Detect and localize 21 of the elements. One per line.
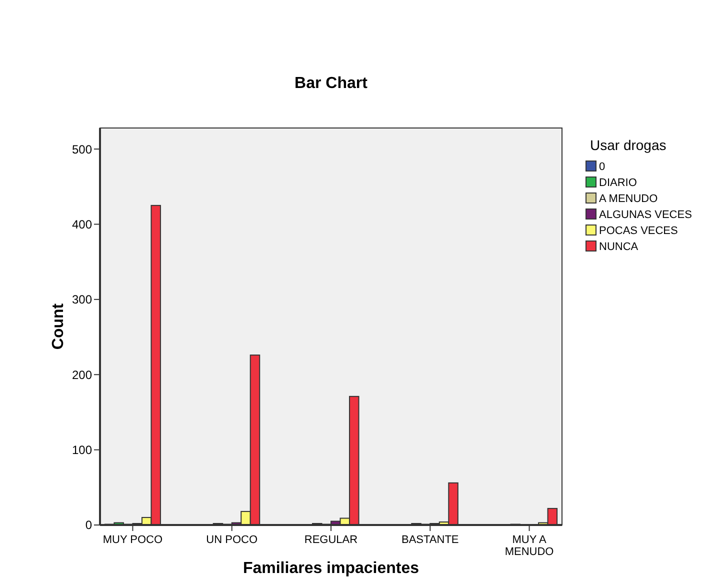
y-axis-title: Count [50, 302, 67, 350]
x-tick-label: UN POCO [206, 534, 258, 546]
y-tick-label: 100 [72, 443, 92, 458]
x-tick-label: BASTANTE [402, 534, 459, 546]
legend-label: A MENUDO [599, 193, 658, 205]
chart-title: Bar Chart [294, 75, 368, 92]
legend-label: 0 [599, 161, 606, 173]
x-tick-label: REGULAR [304, 534, 358, 546]
y-tick-label: 500 [72, 142, 92, 156]
legend-label: NUNCA [599, 241, 639, 253]
x-tick-label: MUY POCO [102, 534, 164, 546]
legend-label: ALGUNAS VECES [599, 209, 692, 221]
legend-label: POCAS VECES [599, 225, 678, 237]
x-axis-title: Familiares impacientes [242, 560, 420, 577]
y-tick-label: 400 [72, 217, 92, 232]
legend-title: Usar drogas [590, 137, 666, 153]
y-tick-label: 300 [72, 292, 92, 307]
y-tick-label: 0 [85, 518, 92, 532]
y-tick-label: 200 [72, 368, 92, 382]
x-tick-label: MUY A MENUDO [504, 534, 554, 558]
legend-label: DIARIO [599, 177, 638, 189]
